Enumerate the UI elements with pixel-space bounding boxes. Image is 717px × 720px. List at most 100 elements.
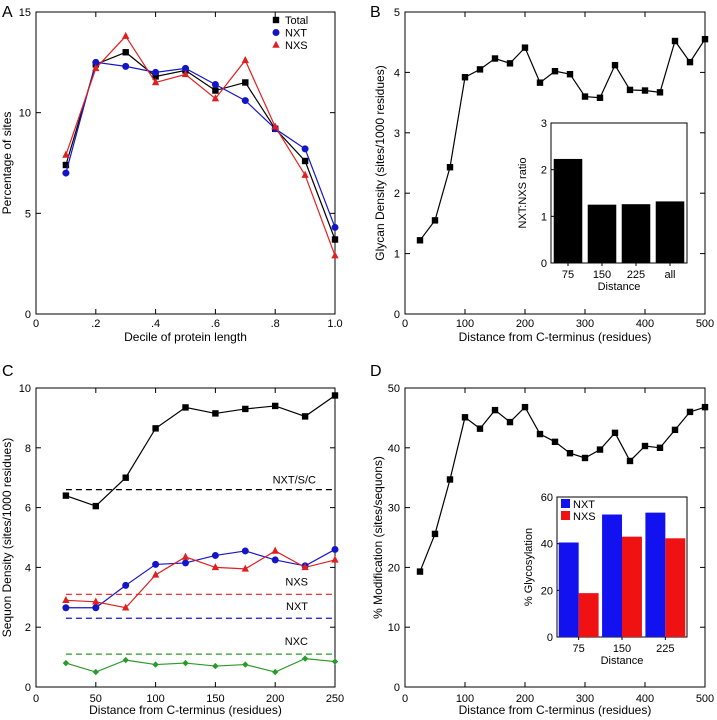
- chart-c-point-nxc: [331, 658, 339, 665]
- chart-a-point-nxt: [182, 64, 189, 72]
- chart-c-x-tick-label: 50: [90, 693, 102, 705]
- chart-d-inset-legend-label-nxt: NXT: [573, 499, 595, 511]
- chart-b-point-glycan-density: [491, 55, 499, 62]
- chart-b-inset-bar-all: [655, 201, 685, 263]
- chart-a-point-nxs: [271, 122, 279, 130]
- chart-c-point-nxc: [152, 661, 159, 668]
- chart-a-legend-label-nxt: NXT: [285, 28, 307, 40]
- chart-a-x-tick-label: .2: [91, 318, 100, 330]
- chart-c-reference-label-nxs: NXS: [285, 576, 308, 588]
- chart-c-point-nxt-s-c: [152, 425, 159, 432]
- chart-d-inset-legend-swatch-nxs: [561, 511, 570, 520]
- chart-b-inset-x-tick-label: 225: [627, 269, 645, 281]
- chart-b: 0 100 200 300 400 500 0 1 2 3 4 5 Distance from C-te…: [373, 7, 714, 344]
- chart-d-inset-bar-nxt-150: [602, 514, 622, 637]
- chart-a-legend-label-nxs: NXS: [285, 40, 308, 52]
- chart-d-point--modification: [611, 429, 619, 437]
- chart-d-point--modification: [596, 446, 604, 453]
- chart-d-inset-y-axis-label: % Glycosylation: [523, 528, 535, 606]
- chart-c-point-nxs: [331, 555, 339, 563]
- chart-d-point--modification: [641, 442, 649, 450]
- chart-d-x-tick-label: 300: [576, 693, 594, 705]
- chart-b-x-tick-label: 500: [696, 318, 714, 330]
- chart-c-x-tick-label: 250: [326, 693, 344, 705]
- chart-a-point-total: [152, 73, 159, 80]
- chart-c-point-nxs: [271, 546, 279, 554]
- chart-c-x-tick-label: 100: [146, 693, 164, 705]
- chart-c-point-nxs: [181, 552, 190, 560]
- chart-a-point-nxt: [152, 68, 160, 76]
- chart-d-inset-x-tick-label: 150: [613, 643, 631, 655]
- chart-d-point--modification: [521, 403, 529, 411]
- chart-d-inset-x-tick-label: 225: [656, 643, 674, 655]
- chart-a: 0 .2 .4 .6 .8 1.0 0 5 10 15 Decile of protein leng…: [0, 7, 343, 344]
- chart-a-legend-label-total: Total: [285, 15, 308, 27]
- chart-a-y-tick-label: 10: [19, 108, 31, 120]
- chart-c-point-nxt: [122, 581, 130, 589]
- chart-a-point-nxs: [181, 70, 190, 78]
- chart-c-reference-label-nxt: NXT: [286, 601, 308, 613]
- chart-a-point-total: [301, 157, 309, 165]
- chart-b-point-glycan-density: [566, 71, 574, 78]
- panel-letter-b: B: [370, 4, 381, 21]
- chart-d-x-tick-label: 400: [636, 693, 654, 705]
- chart-c-point-nxt: [92, 604, 100, 612]
- chart-c-y-tick-label: 4: [25, 562, 31, 574]
- chart-c-y-axis-label: Sequon Density (sites/1000 residues): [0, 438, 14, 637]
- chart-c-point-nxt: [211, 551, 219, 559]
- chart-a-point-nxs: [122, 31, 130, 39]
- chart-a-plot-frame: [35, 11, 336, 315]
- chart-b-inset-y-tick-label: 0: [541, 258, 547, 270]
- chart-a-x-tick-label: 0: [33, 318, 39, 330]
- chart-a-point-total: [122, 49, 129, 56]
- chart-c-point-nxt-s-c: [272, 402, 279, 410]
- chart-b-point-glycan-density: [446, 164, 454, 171]
- chart-d-inset-legend-swatch-nxt: [561, 499, 570, 508]
- chart-b-inset-x-tick-label: 150: [593, 269, 611, 281]
- chart-d-x-tick-label: 200: [516, 693, 534, 705]
- chart-b-x-tick-label: 400: [636, 318, 654, 330]
- chart-c-point-nxt: [271, 556, 279, 564]
- chart-d-x-axis-label: Distance from C-terminus (residues): [459, 703, 652, 717]
- chart-c-point-nxs: [62, 596, 70, 604]
- chart-a-point-nxs: [151, 78, 160, 86]
- chart-a-point-total: [62, 161, 70, 169]
- chart-a-point-nxt: [122, 62, 130, 70]
- chart-b-point-glycan-density: [671, 37, 679, 45]
- chart-d-point--modification: [671, 426, 679, 434]
- chart-b-inset-bar-225: [621, 204, 651, 263]
- chart-b-inset-bar-150: [587, 204, 617, 263]
- chart-b-x-tick-label: 200: [516, 318, 534, 330]
- chart-a-point-nxt: [331, 223, 339, 231]
- chart-c-point-nxt-s-c: [182, 404, 189, 411]
- chart-b-y-tick-label: 0: [394, 309, 400, 321]
- chart-a-x-axis-label: Decile of protein length: [124, 330, 247, 344]
- chart-d-point--modification: [701, 403, 709, 411]
- chart-d-inset-y-tick-label: 20: [541, 585, 553, 597]
- chart-c-point-nxs: [301, 563, 309, 571]
- chart-c-y-tick-label: 2: [25, 622, 31, 634]
- chart-a-legend-marker-nxs: [272, 40, 280, 48]
- chart-c-x-tick-label: 150: [206, 693, 224, 705]
- chart-c-point-nxs: [151, 570, 160, 578]
- chart-c-x-tick-label: 0: [33, 693, 39, 705]
- chart-d-inset-x-tick-label: 75: [573, 643, 585, 655]
- chart-c-point-nxt-s-c: [331, 392, 339, 399]
- chart-c-reference-label-nxt-s-c: NXT/S/C: [273, 475, 316, 487]
- chart-b-inset-y-tick-label: 2: [541, 165, 547, 177]
- chart-c-point-nxt-s-c: [212, 410, 219, 417]
- chart-d-point--modification: [551, 438, 559, 446]
- chart-a-point-nxs: [301, 170, 309, 178]
- chart-d-y-tick-label: 40: [388, 443, 400, 455]
- chart-d-point--modification: [581, 454, 589, 462]
- chart-b-point-glycan-density: [686, 58, 694, 66]
- chart-d-y-tick-label: 0: [394, 682, 400, 694]
- chart-b-y-tick-label: 4: [394, 67, 400, 79]
- chart-a-y-tick-label: 0: [25, 309, 31, 321]
- chart-a-point-total: [331, 236, 339, 243]
- chart-a-point-nxt: [241, 97, 249, 105]
- chart-c-point-nxs: [211, 563, 220, 571]
- chart-d-inset-bar-nxs-225: [665, 538, 686, 637]
- chart-b-inset-x-tick-label: 75: [562, 269, 574, 281]
